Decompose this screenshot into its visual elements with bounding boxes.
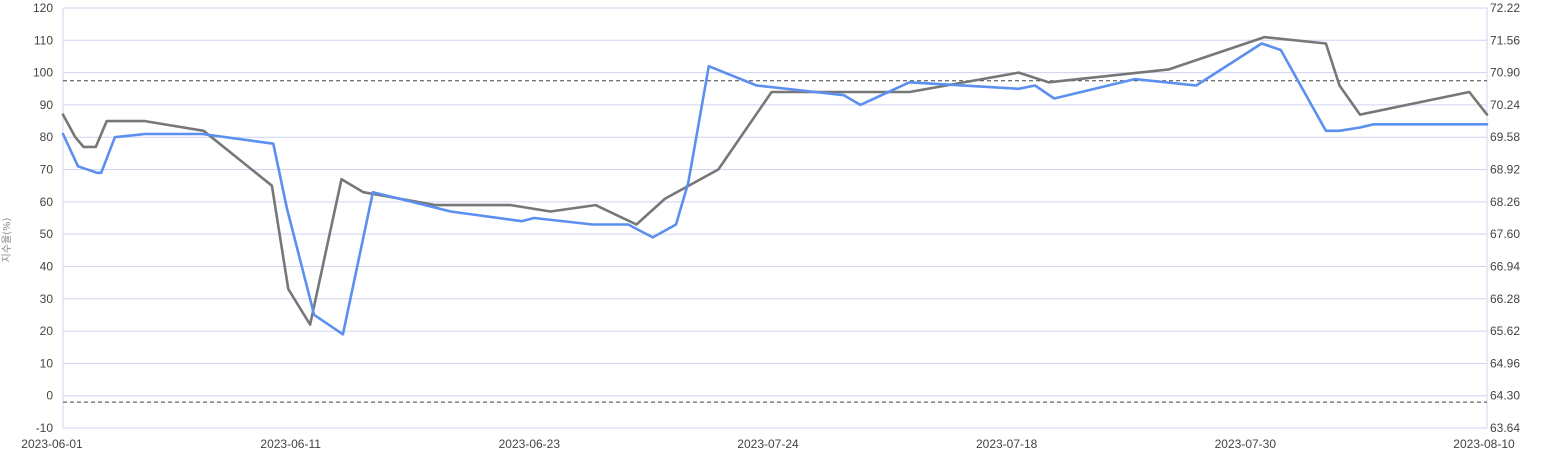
left-tick-label: 110	[34, 33, 53, 47]
right-tick-label: 70.90	[1490, 66, 1520, 80]
left-tick-label: 30	[40, 292, 54, 306]
x-axis: 2023-06-01 2023-06-11 2023-06-23 2023-07-24…	[21, 437, 1515, 451]
left-tick-label: 100	[33, 66, 53, 80]
right-tick-label: 63.64	[1490, 421, 1520, 435]
left-tick-label: -10	[36, 421, 54, 435]
x-tick-label: 2023-08-10	[1453, 437, 1515, 451]
grid-lines	[62, 7, 1488, 429]
left-tick-label: 10	[40, 356, 54, 370]
left-tick-label: 60	[40, 195, 54, 209]
left-tick-label: 20	[40, 324, 54, 338]
x-tick-label: 2023-06-23	[499, 437, 561, 451]
right-y-axis: 63.64 64.30 64.96 65.62 66.28 66.94 67.60 68.26…	[1490, 1, 1520, 435]
x-tick-label: 2023-07-24	[737, 437, 799, 451]
left-tick-label: 40	[40, 259, 54, 273]
left-tick-label: 80	[40, 130, 54, 144]
left-tick-label: 90	[40, 98, 54, 112]
series-lines	[61, 35, 1489, 336]
x-tick-label: 2023-06-11	[260, 437, 321, 451]
right-tick-label: 68.26	[1490, 195, 1520, 209]
y-axis-label: 지수율(%)	[1, 217, 13, 262]
x-tick-label: 2023-07-18	[976, 437, 1038, 451]
x-tick-label: 2023-07-30	[1215, 437, 1277, 451]
left-tick-label: 120	[33, 1, 53, 15]
right-tick-label: 72.22	[1490, 1, 1520, 15]
right-tick-label: 64.30	[1490, 389, 1520, 403]
right-tick-label: 68.92	[1490, 163, 1520, 177]
left-tick-label: 70	[40, 163, 54, 177]
right-tick-label: 66.28	[1490, 292, 1520, 306]
right-tick-label: 67.60	[1490, 227, 1520, 241]
x-tick-label: 2023-06-01	[21, 437, 83, 451]
left-tick-label: 0	[46, 389, 53, 403]
series-line-2	[61, 42, 1489, 336]
series-line-1	[61, 35, 1489, 326]
right-tick-label: 71.56	[1490, 33, 1520, 47]
left-y-axis: -10 0 10 20 30 40 50 60 70 80 90 100 110 120	[33, 1, 53, 435]
left-tick-label: 50	[40, 227, 54, 241]
right-tick-label: 65.62	[1490, 324, 1520, 338]
right-tick-label: 64.96	[1490, 356, 1520, 370]
right-tick-label: 69.58	[1490, 130, 1520, 144]
right-tick-label: 70.24	[1490, 98, 1520, 112]
right-tick-label: 66.94	[1490, 259, 1520, 273]
reference-lines	[63, 80, 1487, 403]
